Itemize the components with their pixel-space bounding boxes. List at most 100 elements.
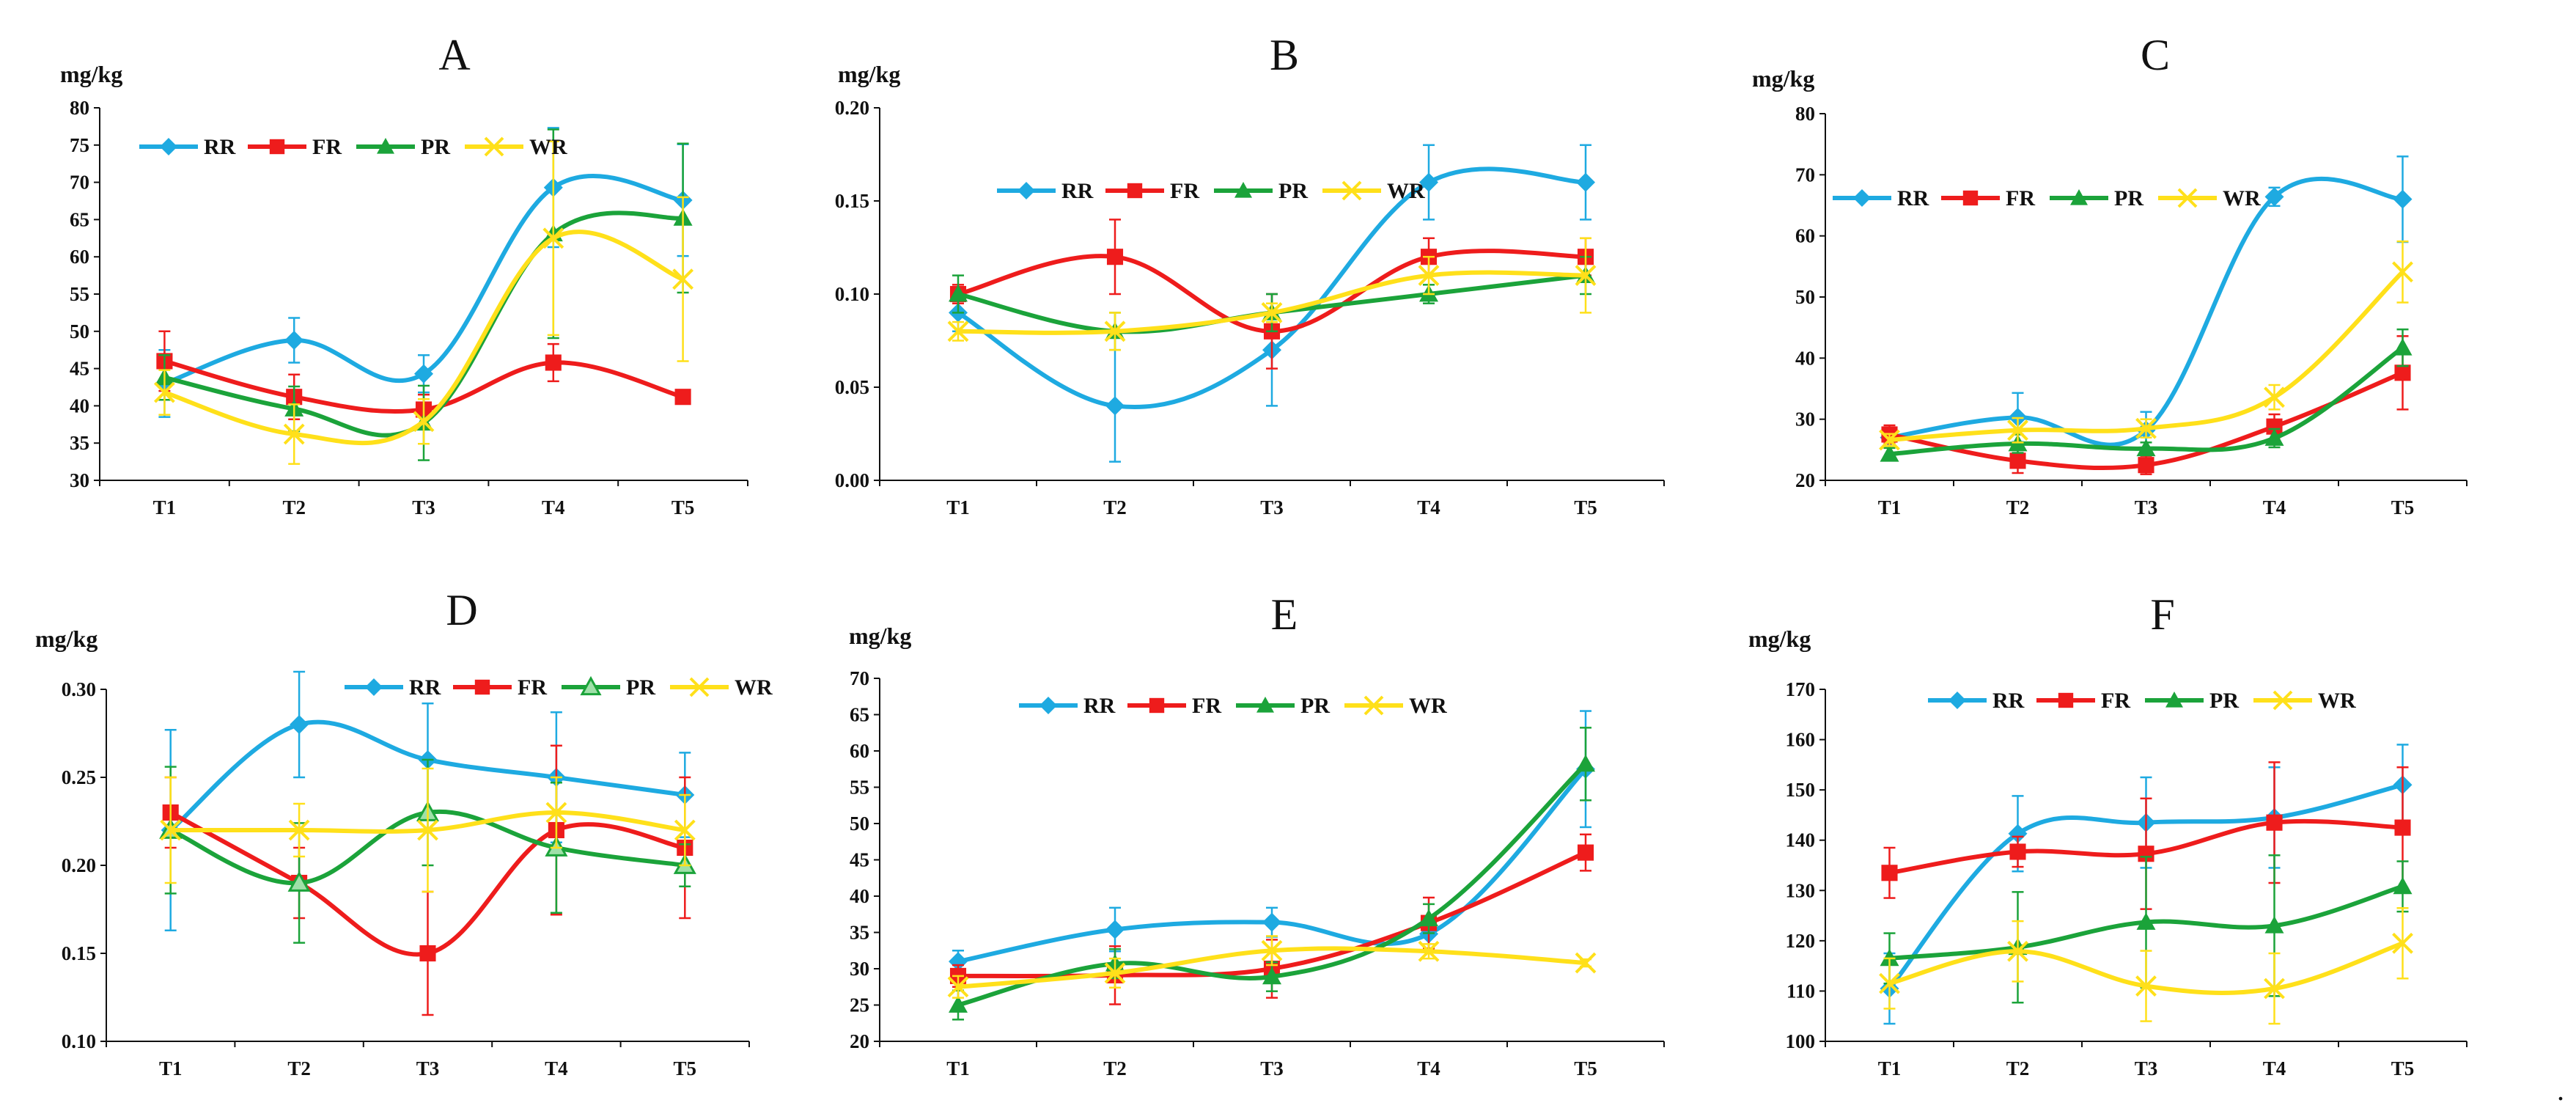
data-point [160,819,182,841]
data-point [2138,457,2154,474]
series-line [956,766,1588,964]
series-rr [949,710,1595,974]
y-tick-label: 0.10 [835,283,869,305]
chart-panel-e: Emg/kg 20 25 30 35 40 45 50 55 60 65 70 T1 T2 T3 T4 T5 RR… [849,590,1665,1079]
data-point [1104,962,1126,984]
data-point [419,945,436,962]
y-tick-label: 20 [1795,469,1815,491]
series-wr [1879,240,2413,451]
legend-entry-rr: RR [1083,694,1116,718]
data-point [2138,846,2154,862]
data-point [949,995,968,1013]
y-tick-label: 45 [850,849,869,871]
data-point [287,870,311,892]
data-point [947,320,969,342]
y-tick-label: 35 [850,922,869,944]
y-tick-label: 0.00 [835,469,869,491]
y-tick-label: 60 [70,246,89,268]
y-tick-label: 45 [70,358,89,380]
legend-swatch-marker [580,675,602,696]
chart-title: E [1271,590,1298,639]
y-tick-label: 50 [70,320,89,342]
data-point [417,819,438,841]
y-tick-label: 80 [1795,103,1815,125]
y-tick-label: 0.05 [835,376,869,398]
data-point [2264,978,2285,1000]
data-point [2266,814,2283,831]
data-point [1418,940,1440,962]
data-point [1105,396,1125,416]
y-tick-label: 30 [1795,408,1815,430]
y-tick-label: 40 [1795,347,1815,369]
series-line [956,761,1588,1008]
x-tick-label: T5 [1574,1057,1597,1079]
x-tick-label: T2 [1103,1057,1127,1079]
x-tick-label: T4 [2263,496,2286,518]
legend-entry-rr: RR [409,675,441,700]
x-tick-label: T5 [2391,1057,2415,1079]
data-point [947,976,969,998]
data-point [2393,189,2413,209]
legend-swatch-marker [2058,692,2074,708]
x-tick-label: T2 [2006,496,2030,518]
data-point [1104,320,1126,342]
x-tick-label: T5 [2391,496,2415,518]
chart-title: A [438,31,470,79]
data-point [288,819,310,841]
y-axis-unit-label: mg/kg [1748,626,1811,652]
legend-entry-wr: WR [1409,694,1447,718]
y-tick-label: 150 [1786,779,1816,801]
x-tick-label: T4 [1417,1057,1440,1079]
data-point [2136,912,2156,930]
y-tick-label: 70 [70,172,89,194]
legend-entry-rr: RR [1061,179,1094,203]
data-point [2266,418,2283,435]
legend-entry-fr: FR [2101,689,2130,713]
data-point [1881,865,1898,881]
data-point [414,364,433,384]
legend-swatch-marker [1962,190,1979,206]
data-point [1879,429,1900,451]
y-axis-unit-label: mg/kg [838,61,900,87]
data-point [1419,909,1438,927]
legend-swatch-marker [1149,697,1165,714]
chart-title: F [2150,590,2174,639]
legend-entry-fr: FR [312,135,342,159]
legend-entry-wr: WR [735,675,773,700]
data-point [2009,452,2026,469]
series-wr [947,935,1597,999]
chart-panel-b: Bmg/kg 0.00 0.05 0.10 0.15 0.20 T1 T2 T3 T4 T5 RR FR… [835,31,1665,518]
series-line [162,230,685,446]
y-tick-label: 160 [1786,729,1816,751]
data-point [1418,265,1440,287]
legend-entry-rr: RR [1992,689,2025,713]
legend: RR FR PR WR [1019,694,1447,718]
series-wr [160,767,696,893]
legend-entry-pr: PR [1278,179,1308,203]
chart-title: D [446,586,477,634]
data-point [2009,843,2026,860]
data-point [413,411,435,433]
y-tick-label: 130 [1786,879,1816,901]
y-tick-label: 35 [70,432,89,454]
x-tick-label: T1 [946,1057,970,1079]
x-tick-label: T3 [1260,1057,1284,1079]
legend: RR FR PR WR [1928,689,2356,713]
legend-swatch-marker [1853,189,1871,207]
data-point [1575,952,1597,974]
y-tick-label: 55 [850,777,869,799]
y-tick-label: 70 [1795,164,1815,186]
y-axis-unit-label: mg/kg [1752,65,1814,92]
legend-entry-pr: PR [1300,694,1330,718]
y-tick-label: 0.10 [62,1030,96,1052]
data-point [2392,261,2413,283]
y-tick-label: 60 [1795,225,1815,247]
data-point [2393,876,2413,895]
y-tick-label: 0.20 [62,854,96,876]
chart-panel-f: Fmg/kg 100 110 120 130 140 150 160 170 T1 T2 T3 T4 T5… [1748,590,2468,1079]
data-point [1576,754,1595,772]
y-tick-label: 30 [70,469,89,491]
series-wr [153,140,694,465]
data-point [1880,444,1899,462]
x-tick-label: T3 [2135,496,2158,518]
